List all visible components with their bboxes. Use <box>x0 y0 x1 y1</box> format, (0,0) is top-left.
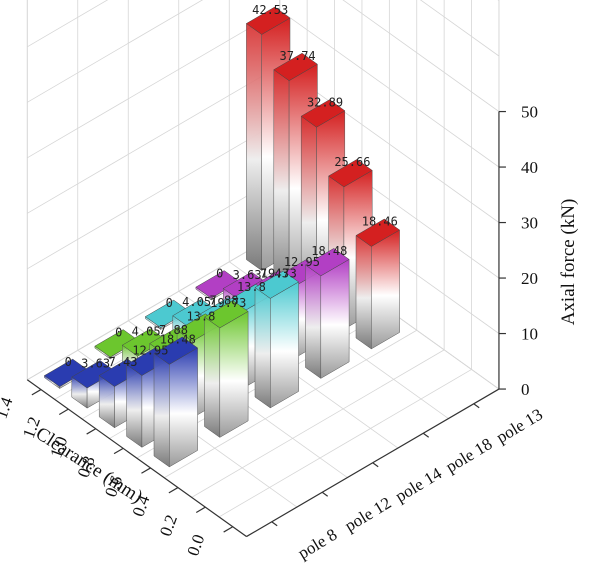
chart-data-labels: 42.53 0 37.74 0 3.63 32.89 0 4.05 7.43 25.66 0 4.05… <box>65 3 398 370</box>
data-label: 19.73 <box>261 267 297 281</box>
z-axis-title: Axial force (kN) <box>558 199 579 326</box>
pole-tick-mark <box>422 432 430 438</box>
z-tick-label: 30 <box>521 214 538 233</box>
data-label: 13.8 <box>186 310 215 324</box>
data-label: 7.43 <box>260 266 289 280</box>
clearance-tick-mark <box>86 428 97 435</box>
wall-grid-line <box>27 0 500 112</box>
data-label: 7.88 <box>210 293 239 307</box>
pole-tick-label: pole 14 <box>392 463 446 506</box>
chart-bars <box>43 6 401 468</box>
floor-grid-line <box>164 329 417 479</box>
data-label: 37.74 <box>280 49 316 63</box>
data-label: 4.05 <box>132 324 161 338</box>
data-label: 0 <box>65 355 72 369</box>
clearance-tick-mark <box>31 389 42 396</box>
pole-tick-label: pole 18 <box>442 434 495 476</box>
data-label: 13.8 <box>237 280 266 294</box>
data-label: 18.48 <box>160 333 196 347</box>
data-label: 4.05 <box>182 295 211 309</box>
z-tick-label: 0 <box>521 380 530 399</box>
data-label: 32.89 <box>307 96 343 110</box>
bar-pole-8-0.6 <box>153 336 199 468</box>
clearance-tick-label: 1.4 <box>0 394 17 421</box>
pole-tick-mark <box>321 491 329 497</box>
floor-grid-line <box>218 369 472 518</box>
z-tick-label: 40 <box>521 158 538 177</box>
clearance-tick-label: 0.0 <box>183 532 208 558</box>
data-label: 25.66 <box>334 155 370 169</box>
clearance-tick-mark <box>195 506 206 513</box>
clearance-tick-mark <box>58 408 69 415</box>
z-tick-label: 20 <box>521 269 538 288</box>
data-label: 19.73 <box>210 296 246 310</box>
z-tick-label: 10 <box>521 325 538 344</box>
bar-pole-12-0.6 <box>204 300 249 438</box>
data-label: 7.88 <box>159 323 188 337</box>
data-label: 0 <box>115 325 122 339</box>
data-label: 18.48 <box>311 244 347 258</box>
clearance-tick-mark <box>168 487 179 494</box>
pole-tick-label: pole 8 <box>295 525 341 563</box>
clearance-tick-mark <box>223 526 234 533</box>
bar-pole-18-0.6 <box>305 248 350 379</box>
data-label: 18.46 <box>362 215 398 229</box>
pole-tick-label: pole 13 <box>493 405 546 447</box>
pole-tick-label: pole 12 <box>341 493 394 535</box>
data-label: 0 <box>216 266 223 280</box>
clearance-tick-mark <box>141 467 151 474</box>
floor-grid-line <box>191 349 445 498</box>
clearance-tick-mark <box>113 447 124 455</box>
data-label: 12.95 <box>284 255 320 269</box>
data-label: 12.95 <box>132 344 168 358</box>
pole-tick-mark <box>271 521 278 527</box>
clearance-axis-line <box>26 379 247 538</box>
z-tick-label: 50 <box>521 103 538 122</box>
pole-tick-mark <box>372 462 379 468</box>
data-label: 0 <box>166 296 173 310</box>
wall-grid-line <box>27 9 500 168</box>
data-label: 3.63 <box>233 268 262 282</box>
bar-pole-14-0.6 <box>254 270 300 409</box>
wall-grid-line <box>27 0 500 57</box>
data-label: 42.53 <box>252 3 288 17</box>
data-label: 7.43 <box>109 355 138 369</box>
clearance-tick-label: 0.2 <box>156 512 181 538</box>
pole-tick-mark <box>473 403 480 409</box>
bar-pole-13-0.6 <box>355 218 401 350</box>
data-label: 3.63 <box>81 356 110 370</box>
